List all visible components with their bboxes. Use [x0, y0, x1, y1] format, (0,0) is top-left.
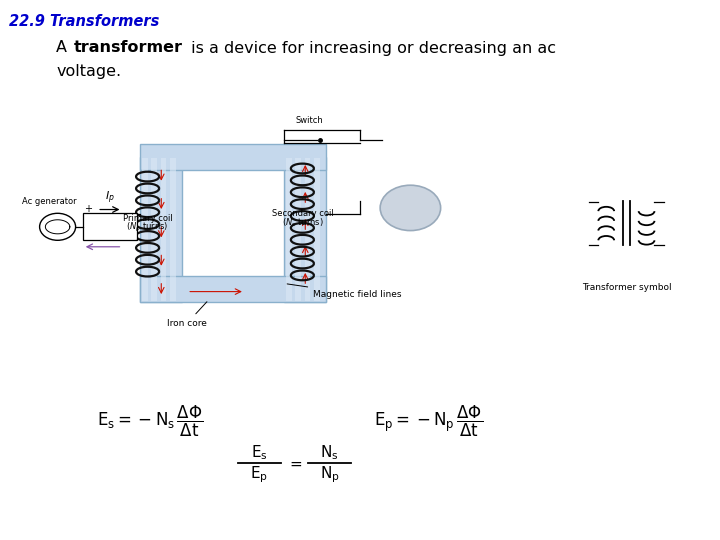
- Bar: [314, 158, 320, 301]
- Text: ($N_p$ turns): ($N_p$ turns): [127, 221, 168, 234]
- Text: $I_p$: $I_p$: [104, 190, 114, 206]
- Text: Secondary coil: Secondary coil: [271, 209, 333, 218]
- Text: Transformer symbol: Transformer symbol: [582, 284, 671, 293]
- Text: Iron core: Iron core: [167, 302, 207, 328]
- Bar: [140, 276, 326, 302]
- Text: $\mathsf{N_p}$: $\mathsf{N_p}$: [320, 464, 340, 485]
- Bar: [140, 157, 182, 302]
- Text: $\mathsf{E_p = -N_p\,\dfrac{\Delta\Phi}{\Delta t}}$: $\mathsf{E_p = -N_p\,\dfrac{\Delta\Phi}{…: [374, 403, 483, 439]
- Bar: [170, 158, 176, 301]
- Bar: [142, 158, 148, 301]
- Text: is a device for increasing or decreasing an ac: is a device for increasing or decreasing…: [186, 40, 556, 56]
- Bar: [284, 157, 326, 302]
- Circle shape: [40, 213, 76, 240]
- Text: transformer: transformer: [74, 40, 183, 56]
- Bar: [286, 158, 292, 301]
- Text: $\mathsf{E_s = -N_s\,\dfrac{\Delta\Phi}{\Delta t}}$: $\mathsf{E_s = -N_s\,\dfrac{\Delta\Phi}{…: [97, 403, 204, 439]
- Text: Ac generator: Ac generator: [22, 197, 76, 206]
- Bar: [151, 158, 157, 301]
- Bar: [140, 144, 326, 170]
- Circle shape: [380, 185, 441, 231]
- Text: Primary coil: Primary coil: [122, 214, 173, 223]
- Bar: [83, 213, 137, 240]
- Text: $\mathsf{E_p}$: $\mathsf{E_p}$: [250, 464, 269, 485]
- Text: Switch: Switch: [296, 116, 323, 125]
- Text: $\mathsf{N_s}$: $\mathsf{N_s}$: [320, 443, 339, 462]
- Text: A: A: [56, 40, 72, 56]
- Text: +: +: [84, 204, 92, 214]
- Text: $\mathsf{=}$: $\mathsf{=}$: [287, 456, 303, 471]
- Bar: [161, 158, 166, 301]
- Text: 22.9 Transformers: 22.9 Transformers: [9, 14, 159, 29]
- Text: voltage.: voltage.: [56, 64, 121, 79]
- Text: $\mathsf{E_s}$: $\mathsf{E_s}$: [251, 443, 268, 462]
- Bar: [305, 158, 310, 301]
- Text: ($N_s$ turns): ($N_s$ turns): [282, 216, 323, 229]
- Text: Magnetic field lines: Magnetic field lines: [287, 284, 402, 299]
- Bar: [295, 158, 301, 301]
